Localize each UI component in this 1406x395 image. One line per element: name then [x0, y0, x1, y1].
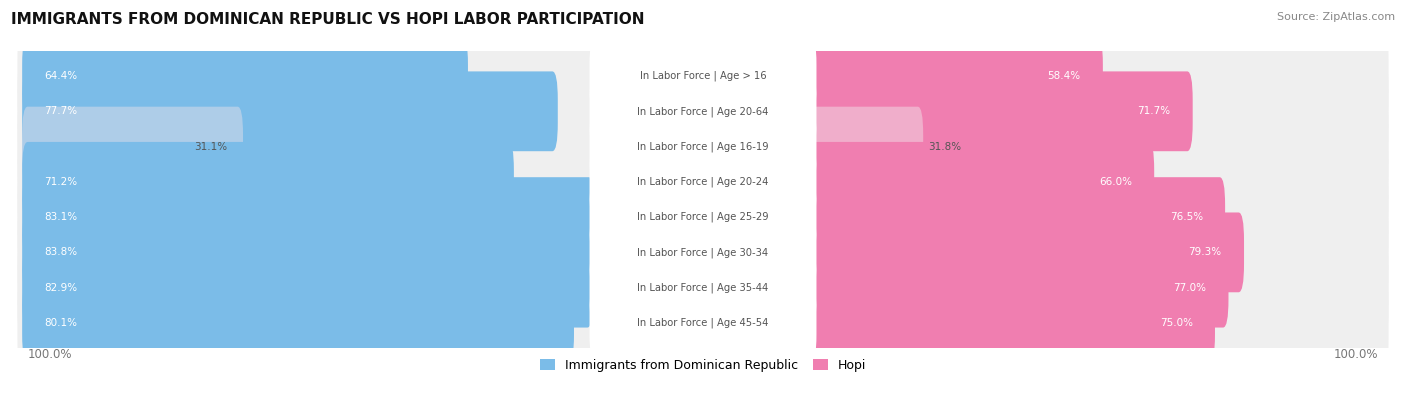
Text: 31.1%: 31.1% — [194, 141, 228, 152]
Text: 76.5%: 76.5% — [1170, 212, 1202, 222]
FancyBboxPatch shape — [22, 142, 513, 222]
FancyBboxPatch shape — [17, 252, 1389, 393]
Text: 75.0%: 75.0% — [1160, 318, 1192, 328]
FancyBboxPatch shape — [697, 283, 1215, 363]
FancyBboxPatch shape — [589, 248, 817, 327]
FancyBboxPatch shape — [697, 142, 1154, 222]
Text: 31.8%: 31.8% — [928, 141, 962, 152]
Text: In Labor Force | Age > 16: In Labor Force | Age > 16 — [640, 71, 766, 81]
Text: In Labor Force | Age 45-54: In Labor Force | Age 45-54 — [637, 318, 769, 328]
Text: 64.4%: 64.4% — [45, 71, 77, 81]
FancyBboxPatch shape — [697, 213, 1244, 292]
Text: In Labor Force | Age 20-64: In Labor Force | Age 20-64 — [637, 106, 769, 117]
Text: 77.7%: 77.7% — [45, 106, 77, 116]
FancyBboxPatch shape — [22, 177, 595, 257]
Text: 80.1%: 80.1% — [45, 318, 77, 328]
Text: 82.9%: 82.9% — [45, 283, 77, 293]
FancyBboxPatch shape — [22, 36, 468, 116]
FancyBboxPatch shape — [17, 147, 1389, 288]
FancyBboxPatch shape — [22, 283, 574, 363]
Text: 77.0%: 77.0% — [1173, 283, 1206, 293]
FancyBboxPatch shape — [697, 36, 1102, 116]
FancyBboxPatch shape — [589, 142, 817, 222]
FancyBboxPatch shape — [697, 107, 924, 186]
FancyBboxPatch shape — [589, 283, 817, 363]
FancyBboxPatch shape — [589, 213, 817, 292]
Text: 66.0%: 66.0% — [1099, 177, 1132, 187]
Text: In Labor Force | Age 25-29: In Labor Force | Age 25-29 — [637, 212, 769, 222]
FancyBboxPatch shape — [22, 71, 558, 151]
FancyBboxPatch shape — [589, 107, 817, 186]
FancyBboxPatch shape — [589, 71, 817, 151]
FancyBboxPatch shape — [22, 107, 243, 186]
Text: 83.1%: 83.1% — [45, 212, 77, 222]
FancyBboxPatch shape — [22, 248, 593, 327]
Text: 71.7%: 71.7% — [1137, 106, 1170, 116]
FancyBboxPatch shape — [17, 217, 1389, 358]
Legend: Immigrants from Dominican Republic, Hopi: Immigrants from Dominican Republic, Hopi — [534, 354, 872, 377]
Text: 79.3%: 79.3% — [1188, 247, 1222, 258]
FancyBboxPatch shape — [17, 111, 1389, 252]
FancyBboxPatch shape — [589, 36, 817, 116]
Text: In Labor Force | Age 35-44: In Labor Force | Age 35-44 — [637, 282, 769, 293]
FancyBboxPatch shape — [17, 41, 1389, 182]
Text: 83.8%: 83.8% — [45, 247, 77, 258]
FancyBboxPatch shape — [697, 177, 1225, 257]
Text: Source: ZipAtlas.com: Source: ZipAtlas.com — [1277, 12, 1395, 22]
FancyBboxPatch shape — [17, 182, 1389, 323]
FancyBboxPatch shape — [697, 248, 1229, 327]
Text: In Labor Force | Age 20-24: In Labor Force | Age 20-24 — [637, 177, 769, 187]
Text: 58.4%: 58.4% — [1047, 71, 1081, 81]
Text: 100.0%: 100.0% — [1334, 348, 1378, 361]
Text: In Labor Force | Age 30-34: In Labor Force | Age 30-34 — [637, 247, 769, 258]
Text: 71.2%: 71.2% — [45, 177, 77, 187]
FancyBboxPatch shape — [697, 71, 1192, 151]
Text: In Labor Force | Age 16-19: In Labor Force | Age 16-19 — [637, 141, 769, 152]
FancyBboxPatch shape — [17, 6, 1389, 147]
Text: IMMIGRANTS FROM DOMINICAN REPUBLIC VS HOPI LABOR PARTICIPATION: IMMIGRANTS FROM DOMINICAN REPUBLIC VS HO… — [11, 12, 645, 27]
Text: 100.0%: 100.0% — [28, 348, 72, 361]
FancyBboxPatch shape — [589, 177, 817, 257]
FancyBboxPatch shape — [17, 76, 1389, 217]
FancyBboxPatch shape — [22, 213, 599, 292]
